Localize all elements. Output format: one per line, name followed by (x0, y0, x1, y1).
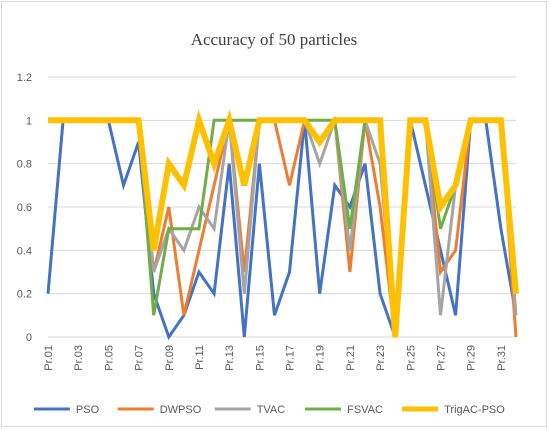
x-tick-label: Pr.01 (43, 345, 55, 371)
x-tick-label: Pr.13 (224, 345, 236, 371)
legend: PSO DWPSO TVAC FSVAC TrigAC-PSO (33, 404, 505, 416)
legend-label-fsvac: FSVAC (347, 404, 383, 416)
legend-label-dwpso: DWPSO (160, 404, 202, 416)
series-lines (46, 109, 519, 341)
x-tick-label: Pr.21 (345, 345, 357, 371)
y-axis-ticks: 0 0.2 0.4 0.6 0.8 1 1.2 (17, 72, 32, 344)
x-tick-label: Pr.03 (73, 345, 85, 371)
x-tick-label: Pr.23 (375, 345, 387, 371)
legend-label-pso: PSO (76, 404, 100, 416)
y-tick-label: 1.2 (17, 72, 32, 84)
legend-label-trigac-pso: TrigAC-PSO (444, 404, 505, 416)
y-tick-label: 0.6 (17, 202, 32, 214)
x-tick-label: Pr.07 (134, 345, 146, 371)
series-line-trigac-pso (48, 109, 519, 338)
y-tick-label: 0.8 (17, 159, 32, 171)
x-tick-label: Pr.19 (315, 345, 327, 371)
x-tick-label: Pr.05 (103, 345, 115, 371)
x-tick-label: Pr.15 (254, 345, 266, 371)
x-tick-label: Pr.11 (194, 345, 206, 370)
y-tick-label: 0.2 (17, 289, 32, 301)
x-tick-label: Pr.31 (496, 345, 508, 371)
y-tick-label: 0.4 (17, 245, 32, 257)
y-tick-label: 0 (26, 332, 32, 344)
legend-label-tvac: TVAC (257, 404, 286, 416)
y-tick-label: 1 (26, 115, 32, 127)
x-tick-label: Pr.17 (285, 345, 297, 371)
series-line-dwpso (48, 116, 518, 338)
x-tick-label: Pr.25 (405, 345, 417, 371)
x-axis-ticks: Pr.01 Pr.03 Pr.05 Pr.07 Pr.09 Pr.11 Pr.13 Pr.15… (43, 345, 508, 371)
chart-title: Accuracy of 50 particles (190, 30, 358, 49)
x-tick-label: Pr.29 (466, 345, 478, 371)
x-tick-label: Pr.09 (164, 345, 176, 371)
x-tick-label: Pr.27 (436, 345, 448, 371)
